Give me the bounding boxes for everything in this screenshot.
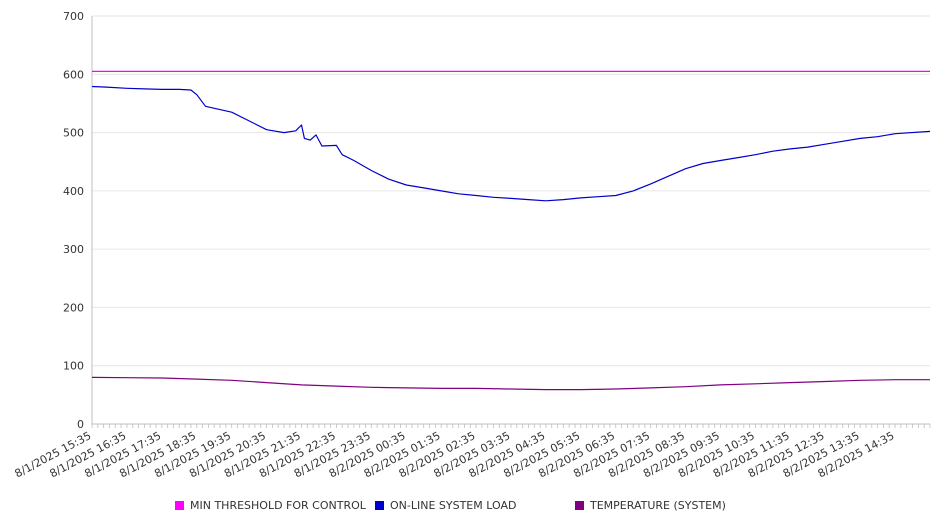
series-line-on-line-system-load bbox=[91, 85, 931, 202]
y-tick-label: 500 bbox=[63, 127, 84, 140]
legend-label: ON-LINE SYSTEM LOAD bbox=[390, 499, 517, 512]
x-tick-labels: 8/1/2025 15:358/1/2025 16:358/1/2025 17:… bbox=[13, 429, 897, 480]
axes bbox=[91, 16, 931, 428]
legend-swatch-icon bbox=[575, 501, 584, 510]
y-tick-label: 400 bbox=[63, 185, 84, 198]
legend: MIN THRESHOLD FOR CONTROL ON-LINE SYSTEM… bbox=[0, 499, 946, 519]
y-tick-label: 600 bbox=[63, 68, 84, 81]
legend-label: MIN THRESHOLD FOR CONTROL bbox=[190, 499, 366, 512]
legend-item-min-threshold[interactable]: MIN THRESHOLD FOR CONTROL bbox=[175, 499, 366, 512]
y-tick-label: 0 bbox=[77, 418, 84, 431]
y-tick-label: 700 bbox=[63, 10, 84, 23]
series-line-temperature-system bbox=[91, 376, 930, 391]
series-lines bbox=[91, 70, 931, 391]
legend-label: TEMPERATURE (SYSTEM) bbox=[590, 499, 726, 512]
y-tick-label: 300 bbox=[63, 243, 84, 256]
y-tick-labels: 0 100 200 300 400 500 600 700 bbox=[63, 10, 84, 431]
legend-item-temperature[interactable]: TEMPERATURE (SYSTEM) bbox=[575, 499, 726, 512]
legend-swatch-icon bbox=[375, 501, 384, 510]
legend-swatch-icon bbox=[175, 501, 184, 510]
legend-item-system-load[interactable]: ON-LINE SYSTEM LOAD bbox=[375, 499, 516, 512]
y-tick-label: 200 bbox=[63, 301, 84, 314]
y-tick-label: 100 bbox=[63, 360, 84, 373]
grid-lines bbox=[92, 15, 930, 367]
